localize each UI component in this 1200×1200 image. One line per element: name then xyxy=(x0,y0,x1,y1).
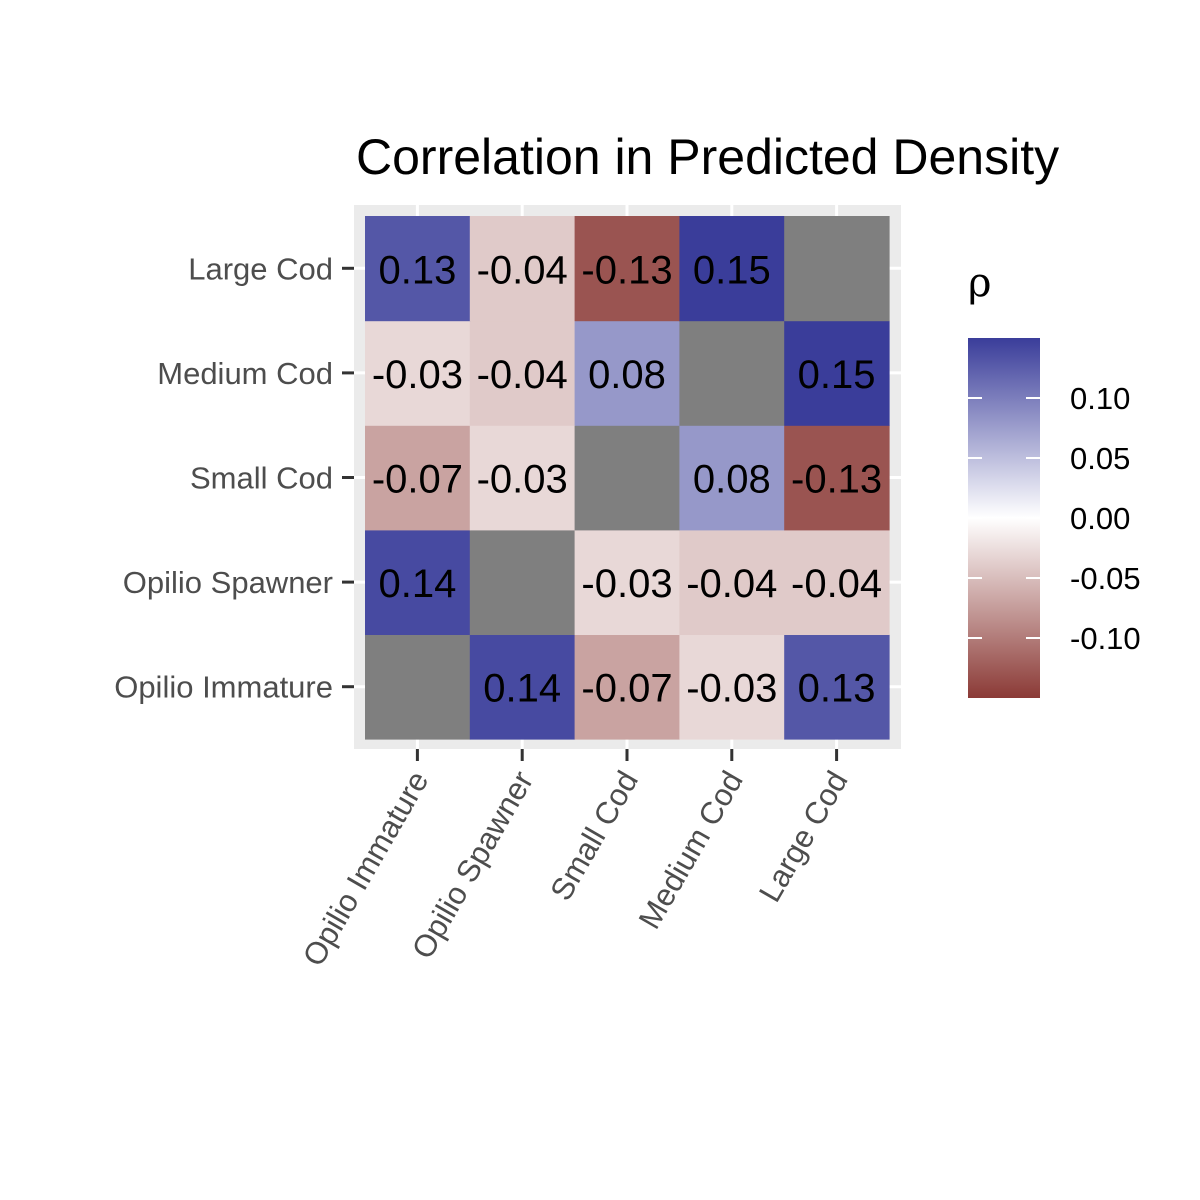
heatmap-cell xyxy=(574,320,680,426)
plot-panel: 0.14 -0.07 -0.03 0.13 0.14 -0.03 -0.04 -0.04 -0.… xyxy=(354,205,901,749)
heatmap-cell xyxy=(365,216,471,322)
cell-value-label: -0.04 xyxy=(791,562,882,606)
cell-value-label: -0.13 xyxy=(791,458,882,502)
heatmap-cell xyxy=(574,634,680,740)
heatmap-cell xyxy=(469,216,576,322)
legend-break-label: -0.05 xyxy=(1070,561,1141,596)
cell-value-label: 0.14 xyxy=(378,562,456,606)
heatmap-cell xyxy=(469,634,576,740)
cell-value-label: -0.03 xyxy=(686,667,777,711)
cell-value-label: -0.03 xyxy=(372,353,463,397)
heatmap-cell xyxy=(574,529,680,635)
y-tick-label: Small Cod xyxy=(190,461,333,496)
heatmap-cell xyxy=(679,320,785,426)
heatmap-cell xyxy=(469,529,576,635)
legend-break-label: 0.05 xyxy=(1070,441,1130,476)
color-legend: ρ 0.10 0.05 0.00 -0.05 -0.10 xyxy=(968,260,1141,698)
heatmap-cell xyxy=(469,320,576,426)
heatmap-cell xyxy=(679,634,785,740)
heatmap-cell xyxy=(784,634,890,740)
cell-value-label: -0.07 xyxy=(372,458,463,502)
heatmap-cell xyxy=(784,425,890,531)
y-axis: Opilio Immature Opilio Spawner Small Cod Me… xyxy=(114,251,354,705)
cell-value-label: -0.13 xyxy=(581,248,672,292)
x-tick-label: Large Cod xyxy=(752,765,855,908)
heatmap-cell xyxy=(574,425,680,531)
heatmap-cell xyxy=(784,320,890,426)
cell-value-label: 0.13 xyxy=(378,248,456,292)
heatmap-cell xyxy=(679,425,785,531)
legend-break-label: 0.10 xyxy=(1070,381,1130,416)
x-tick-label: Small Cod xyxy=(543,765,645,906)
cell-value-label: 0.15 xyxy=(693,248,771,292)
cell-value-label: -0.04 xyxy=(477,353,568,397)
heatmap-cell xyxy=(784,529,890,635)
heatmap-cell xyxy=(679,216,785,322)
heatmap-cell xyxy=(365,634,471,740)
x-tick-label: Medium Cod xyxy=(632,765,750,935)
y-tick-label: Large Cod xyxy=(188,251,333,286)
cell-value-label: 0.15 xyxy=(798,353,876,397)
heatmap-cell xyxy=(574,216,680,322)
y-tick-label: Opilio Immature xyxy=(114,670,333,705)
heatmap-cell xyxy=(784,216,890,322)
y-tick-label: Medium Cod xyxy=(157,356,333,391)
heatmap-cell xyxy=(365,529,471,635)
cell-value-label: 0.13 xyxy=(798,667,876,711)
heatmap-cell xyxy=(365,425,471,531)
legend-break-label: -0.10 xyxy=(1070,621,1141,656)
cell-value-label: -0.04 xyxy=(477,248,568,292)
legend-title: ρ xyxy=(968,260,992,306)
cell-value-label: -0.07 xyxy=(581,667,672,711)
cell-value-label: -0.03 xyxy=(581,562,672,606)
legend-break-label: 0.00 xyxy=(1070,501,1130,536)
cell-value-label: 0.08 xyxy=(588,353,666,397)
chart-title: Correlation in Predicted Density xyxy=(356,129,1059,185)
cell-value-label: -0.04 xyxy=(686,562,777,606)
cell-value-label: -0.03 xyxy=(477,458,568,502)
cell-value-label: 0.14 xyxy=(483,667,561,711)
y-tick-label: Opilio Spawner xyxy=(123,565,333,600)
cell-value-label: 0.08 xyxy=(693,458,771,502)
heatmap-cell xyxy=(679,529,785,635)
heatmap-cell xyxy=(365,320,471,426)
heatmap-cell xyxy=(469,425,576,531)
